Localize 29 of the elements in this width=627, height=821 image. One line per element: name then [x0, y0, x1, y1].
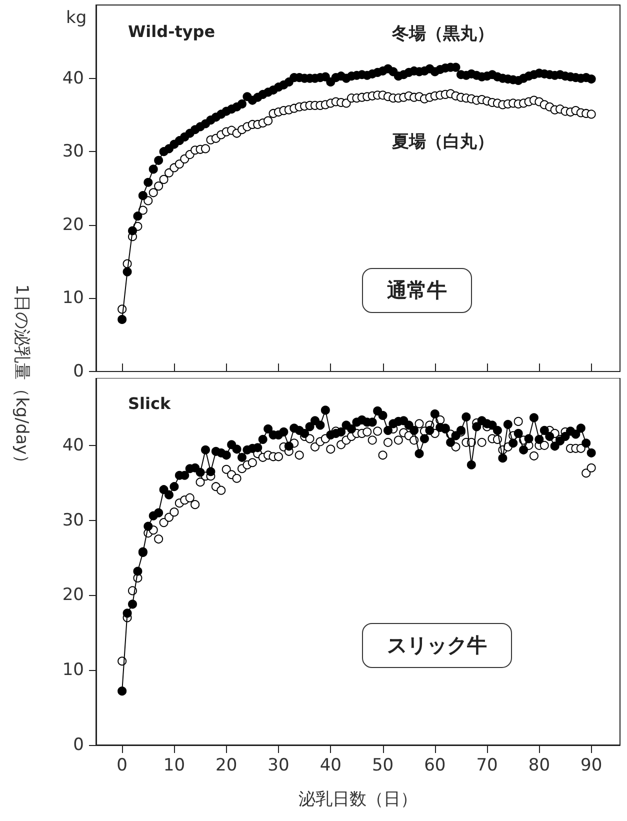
y-tick-label: 40: [62, 68, 84, 88]
y-axis-title: 1日の泌乳量（kg/day）: [10, 284, 32, 472]
annotation: Wild-type: [128, 22, 216, 41]
y-tick-label: 20: [62, 214, 84, 235]
x-tick-label: 0: [116, 756, 128, 776]
y-tick-label: 30: [62, 510, 84, 530]
x-tick-label: 90: [580, 756, 602, 776]
annotation: Slick: [128, 394, 171, 413]
y-tick-label: 0: [73, 362, 84, 382]
x-tick-label: 30: [268, 756, 290, 776]
series-label: 冬場（黒丸）: [392, 23, 494, 45]
y-tick-label: 0: [73, 735, 84, 755]
x-tick-label: 80: [528, 756, 550, 776]
y-axis-title: kg: [66, 8, 87, 28]
y-tick-label: 30: [62, 142, 84, 162]
y-tick-label: 20: [62, 585, 84, 606]
x-tick-label: 70: [476, 756, 498, 776]
y-tick-label: 10: [62, 288, 84, 308]
x-tick-label: 60: [424, 756, 446, 776]
y-tick-label: 10: [62, 660, 84, 680]
annotation: スリック牛: [362, 623, 512, 668]
series-label: 夏場（白丸）: [392, 131, 494, 153]
annotation: 通常牛: [362, 268, 472, 313]
x-tick-label: 40: [320, 756, 342, 776]
x-tick-label: 50: [372, 756, 394, 776]
x-tick-label: 20: [216, 756, 238, 776]
x-axis-title: 泌乳日数（日）: [298, 790, 418, 810]
x-tick-label: 10: [163, 756, 186, 776]
y-tick-label: 40: [62, 435, 84, 456]
